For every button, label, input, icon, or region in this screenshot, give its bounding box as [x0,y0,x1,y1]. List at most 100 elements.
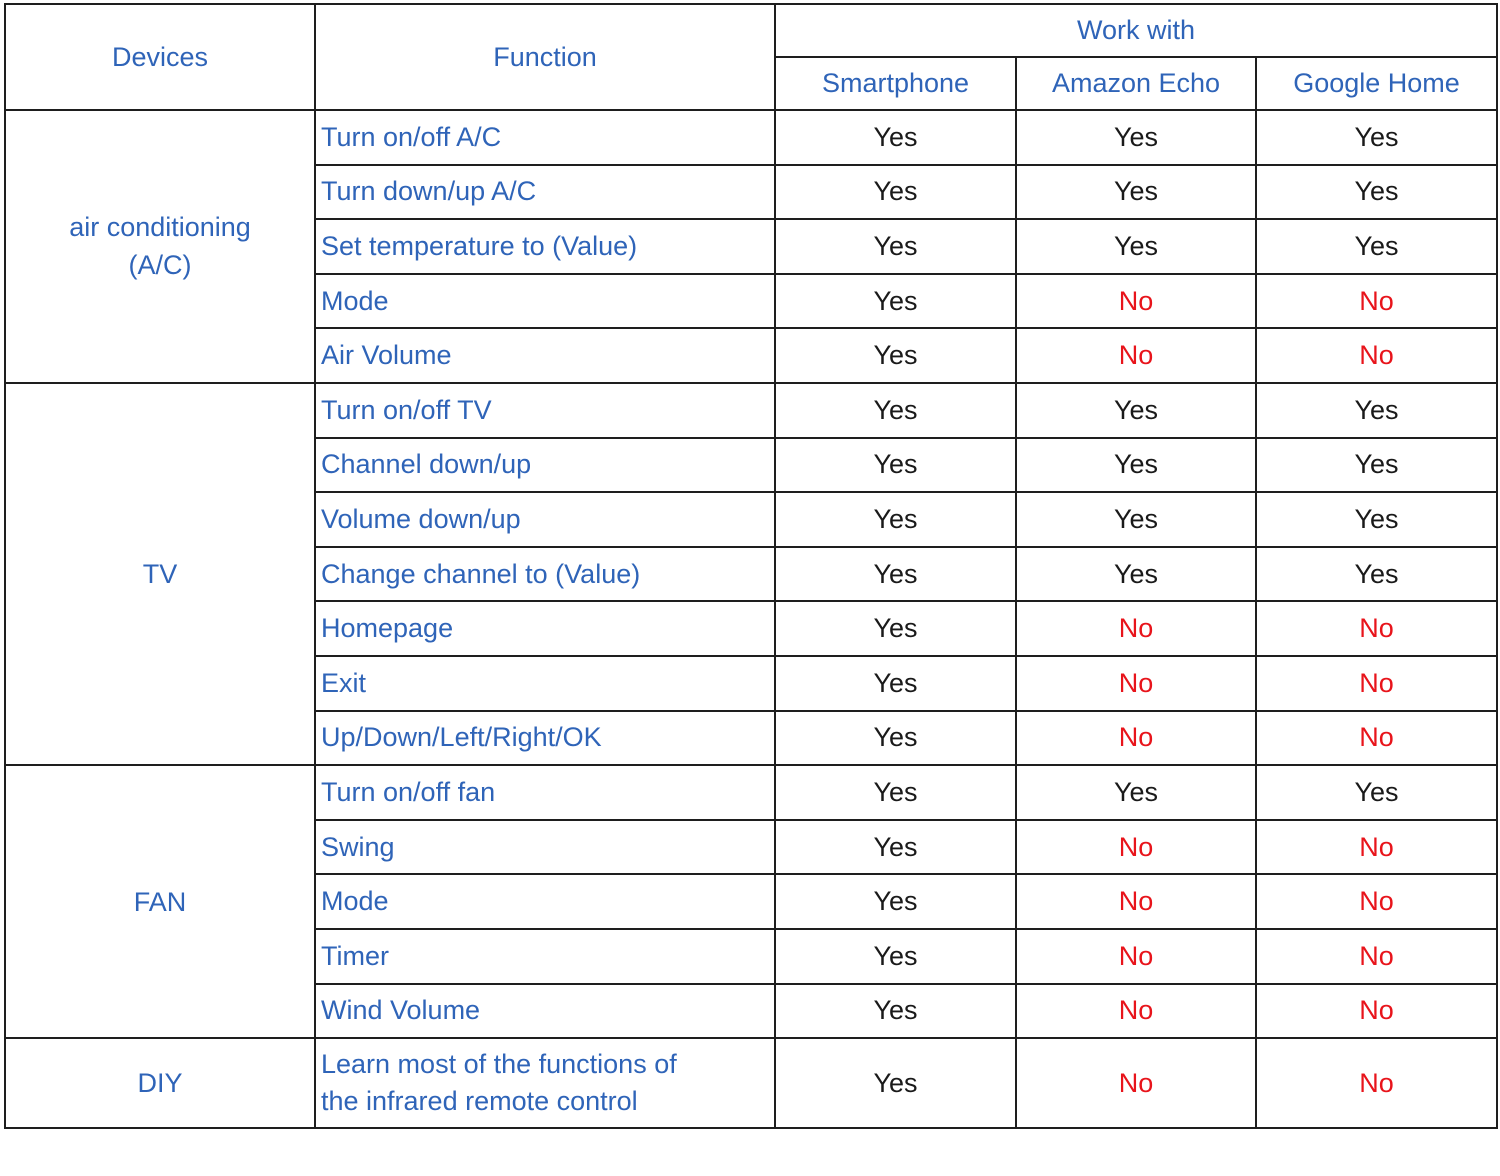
function-header: Function [314,3,776,111]
google-home-value: No [1254,1037,1499,1130]
google-home-value: Yes [1254,163,1499,221]
google-home-value: No [1254,654,1499,712]
table-row: Up/Down/Left/Right/OK Yes No No [5,709,1499,767]
amazon-echo-value: No [1015,709,1257,767]
smartphone-value: Yes [774,654,1017,712]
google-home-value: No [1254,927,1499,985]
device-cell: air conditioning (A/C) [4,109,316,384]
device-cell: FAN [4,764,316,1040]
smartphone-value: Yes [774,1037,1017,1130]
google-home-value: Yes [1254,436,1499,494]
table-row: Volume down/up Yes Yes Yes [5,491,1499,548]
function-cell: Swing [314,818,776,876]
table-row: Set temperature to (Value) Yes Yes Yes [5,218,1499,275]
smartphone-value: Yes [774,927,1017,985]
amazon-echo-value: No [1015,327,1257,384]
google-home-value: Yes [1254,109,1499,166]
table-row: FAN Turn on/off fan Yes Yes Yes [4,764,1499,1040]
table-row: TV Turn on/off TV Yes Yes Yes [4,381,1499,767]
table-row: Mode Yes No No [5,272,1499,330]
amazon-echo-value: Yes [1015,218,1257,275]
function-cell: Exit [314,654,776,712]
smartphone-header: Smartphone [774,56,1017,111]
amazon-echo-value: No [1015,654,1257,712]
google-home-value: Yes [1254,381,1499,439]
table-row: Swing Yes No No [5,818,1499,876]
smartphone-value: Yes [774,272,1017,330]
amazon-echo-value: Yes [1015,109,1257,166]
google-home-value: Yes [1254,491,1499,548]
amazon-echo-value: No [1015,272,1257,330]
table-body: air conditioning (A/C) Turn on/off A/C Yes… [4,109,1499,1130]
amazon-echo-value: Yes [1015,436,1257,494]
table-row: DIY Learn most of the functions of the in… [4,1037,1499,1130]
google-home-header: Google Home [1254,56,1499,111]
table-row: Channel down/up Yes Yes Yes [5,436,1499,494]
google-home-value: Yes [1254,218,1499,275]
smartphone-value: Yes [774,109,1017,166]
amazon-echo-value: Yes [1015,381,1257,439]
device-cell: DIY [4,1037,316,1130]
smartphone-value: Yes [774,436,1017,494]
table-row: Change channel to (Value) Yes Yes Yes [5,545,1499,603]
smartphone-value: Yes [774,163,1017,221]
amazon-echo-value: No [1015,873,1257,930]
amazon-echo-value: No [1015,927,1257,985]
amazon-echo-header: Amazon Echo [1015,56,1257,111]
amazon-echo-value: No [1015,1037,1257,1130]
function-cell: Wind Volume [314,982,776,1040]
amazon-echo-value: Yes [1015,491,1257,548]
function-cell: Volume down/up [314,491,776,548]
smartphone-value: Yes [774,491,1017,548]
function-cell: Set temperature to (Value) [314,218,776,275]
smartphone-value: Yes [774,709,1017,767]
function-cell: Air Volume [314,327,776,384]
smartphone-value: Yes [774,818,1017,876]
amazon-echo-value: No [1015,818,1257,876]
function-cell: Mode [314,272,776,330]
function-cell: Learn most of the functions of the infra… [314,1037,776,1130]
amazon-echo-value: Yes [1015,545,1257,603]
google-home-value: No [1254,873,1499,930]
amazon-echo-value: No [1015,600,1257,657]
devices-header: Devices [4,3,316,111]
function-cell: Turn down/up A/C [314,163,776,221]
google-home-value: Yes [1254,545,1499,603]
smartphone-value: Yes [774,218,1017,275]
smartphone-value: Yes [774,982,1017,1040]
function-cell: Turn on/off A/C [314,109,776,166]
compatibility-table: Devices Function Work with Smartphone Am… [4,3,1499,1130]
function-cell: Mode [314,873,776,930]
table-row: Homepage Yes No No [5,600,1499,657]
amazon-echo-value: No [1015,982,1257,1040]
table-row: Air Volume Yes No No [5,327,1499,384]
smartphone-value: Yes [774,764,1017,821]
google-home-value: Yes [1254,764,1499,821]
smartphone-value: Yes [774,873,1017,930]
google-home-value: No [1254,600,1499,657]
smartphone-value: Yes [774,545,1017,603]
function-cell: Turn on/off TV [314,381,776,439]
work-with-header: Work with [773,3,1499,58]
function-cell: Up/Down/Left/Right/OK [314,709,776,767]
table-row: Exit Yes No No [5,654,1499,712]
google-home-value: No [1254,982,1499,1040]
google-home-value: No [1254,327,1499,384]
function-cell: Change channel to (Value) [314,545,776,603]
google-home-value: No [1254,709,1499,767]
table-row: Wind Volume Yes No No [5,982,1499,1040]
smartphone-value: Yes [774,381,1017,439]
amazon-echo-value: Yes [1015,764,1257,821]
function-cell: Channel down/up [314,436,776,494]
function-cell: Turn on/off fan [314,764,776,821]
device-cell: TV [4,381,316,767]
smartphone-value: Yes [774,327,1017,384]
table-row: Turn down/up A/C Yes Yes Yes [5,163,1499,221]
table-row: Mode Yes No No [5,873,1499,930]
google-home-value: No [1254,272,1499,330]
smartphone-value: Yes [774,600,1017,657]
table-row: Timer Yes No No [5,927,1499,985]
amazon-echo-value: Yes [1015,163,1257,221]
function-cell: Timer [314,927,776,985]
table-row: air conditioning (A/C) Turn on/off A/C Yes… [4,109,1499,384]
